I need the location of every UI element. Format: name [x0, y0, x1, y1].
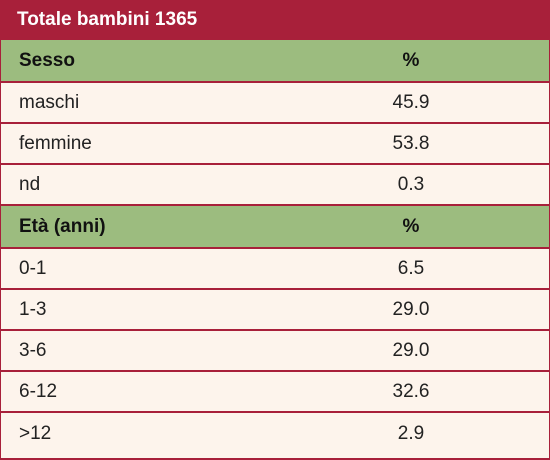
table-row: 3-6 29.0	[1, 331, 549, 372]
row-label: nd	[19, 173, 41, 195]
table-row: 1-3 29.0	[1, 290, 549, 331]
section-header-label: Età (anni)	[19, 215, 106, 237]
row-label: 0-1	[19, 257, 47, 279]
row-label: maschi	[19, 91, 80, 113]
row-value: 0.3	[397, 173, 425, 195]
row-value: 45.9	[392, 91, 430, 113]
table-row: 0-1 6.5	[1, 249, 549, 290]
section-header-unit: %	[402, 49, 420, 71]
table-title: Totale bambini 1365	[1, 0, 549, 40]
row-value: 53.8	[392, 132, 430, 154]
row-label: >12	[19, 422, 52, 444]
row-value: 2.9	[397, 422, 425, 444]
table-row: 6-12 32.6	[1, 372, 549, 413]
row-value: 32.6	[392, 380, 430, 402]
row-label: femmine	[19, 132, 92, 154]
section-header-label: Sesso	[19, 49, 75, 71]
section-header-eta: Età (anni) %	[1, 206, 549, 249]
section-header-unit: %	[402, 215, 420, 237]
row-value: 6.5	[397, 257, 425, 279]
row-value: 29.0	[392, 298, 430, 320]
section-header-sesso: Sesso %	[1, 40, 549, 83]
row-label: 6-12	[19, 380, 58, 402]
row-label: 3-6	[19, 339, 47, 361]
table-row: >12 2.9	[1, 413, 549, 454]
row-value: 29.0	[392, 339, 430, 361]
table-row: femmine 53.8	[1, 124, 549, 165]
table-row: nd 0.3	[1, 165, 549, 206]
table-row: maschi 45.9	[1, 83, 549, 124]
row-label: 1-3	[19, 298, 47, 320]
